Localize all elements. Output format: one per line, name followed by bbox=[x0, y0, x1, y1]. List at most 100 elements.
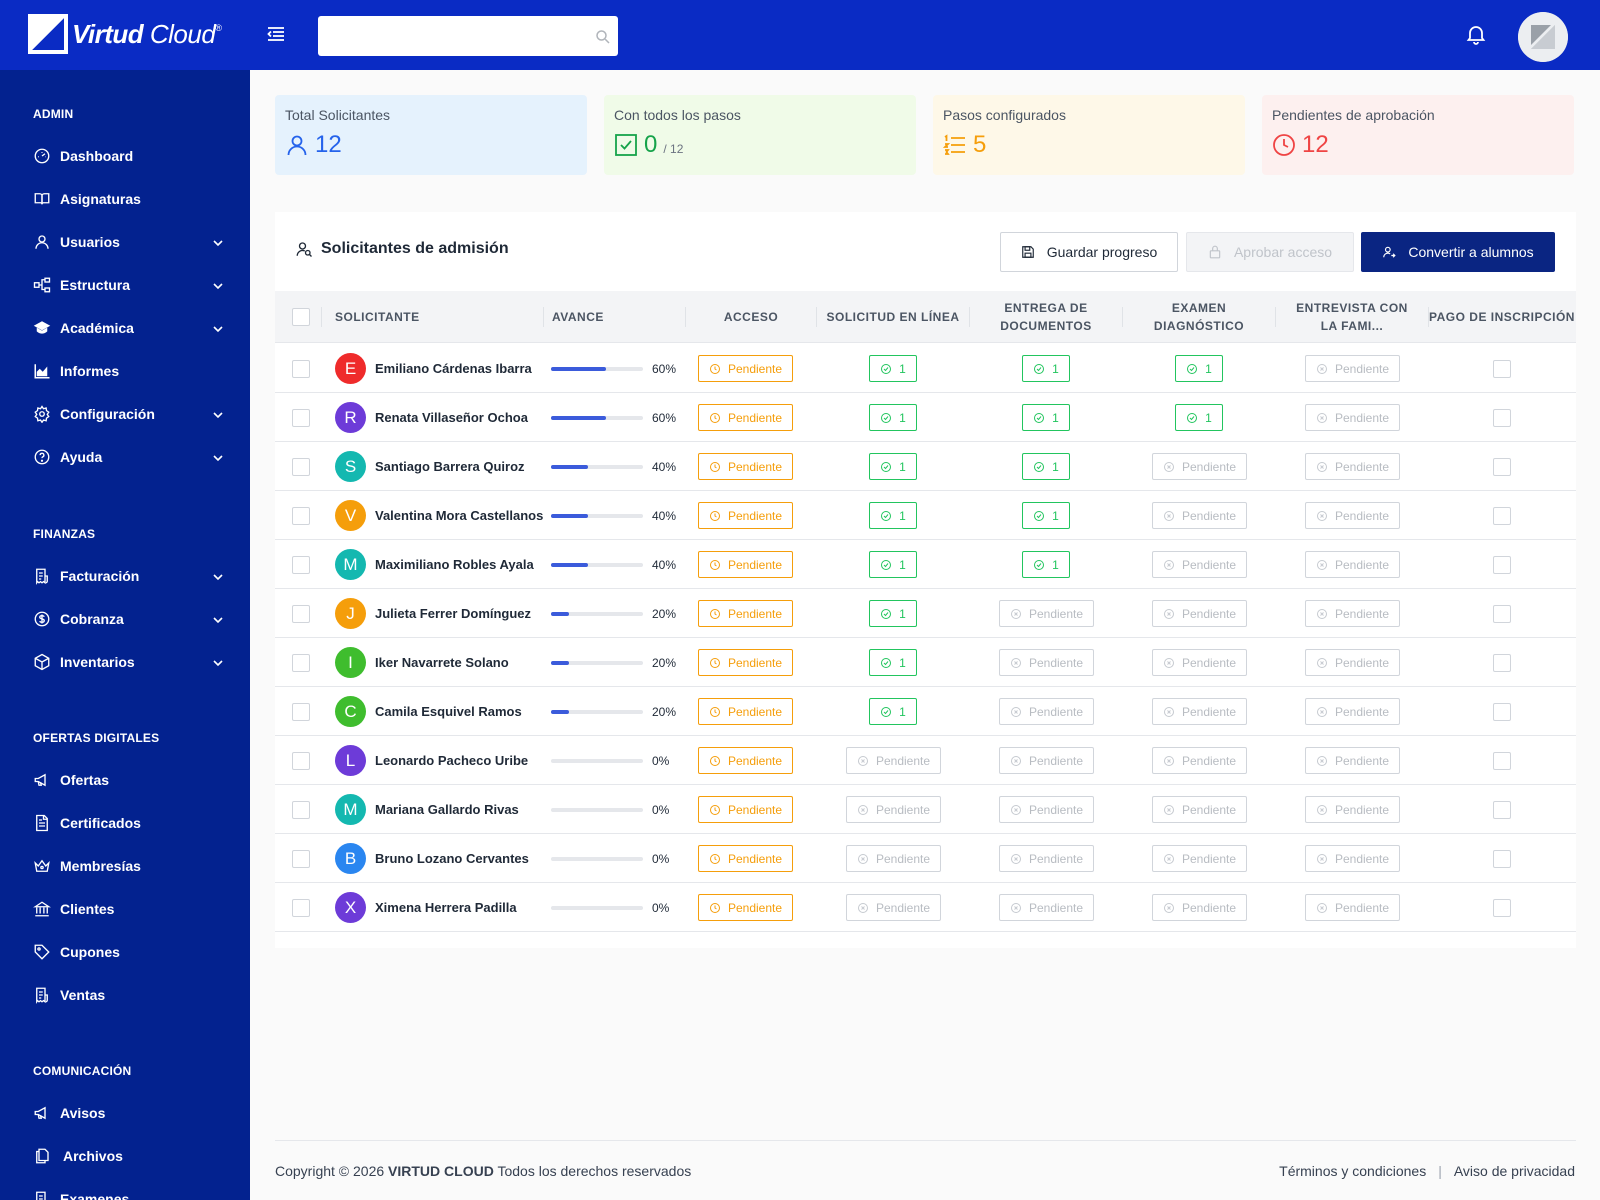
access-status-badge[interactable]: Pendiente bbox=[698, 747, 793, 774]
step-entrega-de-documentos-pending[interactable]: Pendiente bbox=[999, 796, 1094, 823]
user-avatar[interactable] bbox=[1518, 12, 1568, 62]
access-status-badge[interactable]: Pendiente bbox=[698, 796, 793, 823]
sidebar-item-ventas[interactable]: Ventas bbox=[0, 975, 250, 1015]
step-solicitud-en-linea-pending[interactable]: Pendiente bbox=[846, 845, 941, 872]
sidebar-item-facturacion[interactable]: Facturación bbox=[0, 556, 250, 596]
payment-checkbox[interactable] bbox=[1493, 703, 1511, 721]
step-entrega-de-documentos-pending[interactable]: Pendiente bbox=[999, 894, 1094, 921]
table-row[interactable]: J Julieta Ferrer Domínguez 20% Pendiente 1 Pe… bbox=[275, 589, 1576, 638]
step-examen-diagnostico-pending[interactable]: Pendiente bbox=[1152, 894, 1247, 921]
step-solicitud-en-linea-done[interactable]: 1 bbox=[869, 600, 917, 627]
sidebar-item-avisos[interactable]: Avisos bbox=[0, 1093, 250, 1133]
payment-checkbox[interactable] bbox=[1493, 752, 1511, 770]
applicant-name[interactable]: Julieta Ferrer Domínguez bbox=[375, 606, 532, 621]
access-status-badge[interactable]: Pendiente bbox=[698, 453, 793, 480]
applicant-name[interactable]: Iker Navarrete Solano bbox=[375, 655, 509, 670]
step-entrega-de-documentos-pending[interactable]: Pendiente bbox=[999, 600, 1094, 627]
table-row[interactable]: I Iker Navarrete Solano 20% Pendiente 1 Pendi… bbox=[275, 638, 1576, 687]
step-entrevista-pending[interactable]: Pendiente bbox=[1305, 698, 1400, 725]
applicant-name[interactable]: Santiago Barrera Quiroz bbox=[375, 459, 525, 474]
step-entrevista-pending[interactable]: Pendiente bbox=[1305, 404, 1400, 431]
column-header-acceso[interactable]: ACCESO bbox=[723, 310, 779, 324]
row-checkbox[interactable] bbox=[292, 899, 310, 917]
applicant-name[interactable]: Bruno Lozano Cervantes bbox=[375, 851, 529, 866]
row-checkbox[interactable] bbox=[292, 752, 310, 770]
step-entrevista-pending[interactable]: Pendiente bbox=[1305, 649, 1400, 676]
payment-checkbox[interactable] bbox=[1493, 850, 1511, 868]
row-checkbox[interactable] bbox=[292, 458, 310, 476]
step-entrevista-pending[interactable]: Pendiente bbox=[1305, 551, 1400, 578]
table-row[interactable]: R Renata Villaseñor Ochoa 60% Pendiente 1 1 1 P… bbox=[275, 393, 1576, 442]
step-examen-diagnostico-done[interactable]: 1 bbox=[1175, 404, 1223, 431]
step-entrevista-pending[interactable]: Pendiente bbox=[1305, 502, 1400, 529]
step-entrega-de-documentos-pending[interactable]: Pendiente bbox=[999, 747, 1094, 774]
access-status-badge[interactable]: Pendiente bbox=[698, 600, 793, 627]
step-entrevista-pending[interactable]: Pendiente bbox=[1305, 747, 1400, 774]
sidebar-item-configuracion[interactable]: Configuración bbox=[0, 394, 250, 434]
sidebar-item-membresias[interactable]: Membresías bbox=[0, 846, 250, 886]
sidebar-item-academica[interactable]: Académica bbox=[0, 308, 250, 348]
step-entrevista-pending[interactable]: Pendiente bbox=[1305, 355, 1400, 382]
access-status-badge[interactable]: Pendiente bbox=[698, 894, 793, 921]
search-input[interactable] bbox=[318, 16, 618, 56]
sidebar-item-clientes[interactable]: Clientes bbox=[0, 889, 250, 929]
applicant-name[interactable]: Valentina Mora Castellanos bbox=[375, 508, 544, 523]
payment-checkbox[interactable] bbox=[1493, 605, 1511, 623]
step-entrega-de-documentos-done[interactable]: 1 bbox=[1022, 502, 1070, 529]
column-header-examen-diagnostico[interactable]: EXAMEN DIAGNÓSTICO bbox=[1153, 301, 1245, 333]
payment-checkbox[interactable] bbox=[1493, 507, 1511, 525]
step-entrevista-pending[interactable]: Pendiente bbox=[1305, 600, 1400, 627]
column-header-entrega-de-documentos[interactable]: ENTREGA DE DOCUMENTOS bbox=[1000, 301, 1092, 333]
sidebar-item-usuarios[interactable]: Usuarios bbox=[0, 222, 250, 262]
sidebar-item-dashboard[interactable]: Dashboard bbox=[0, 136, 250, 176]
column-header-pago-de-inscripcion[interactable]: PAGO DE INSCRIPCIÓN bbox=[1429, 310, 1575, 324]
column-header-solicitante[interactable]: SOLICITANTE bbox=[335, 310, 420, 324]
row-checkbox[interactable] bbox=[292, 703, 310, 721]
sidebar-item-inventarios[interactable]: Inventarios bbox=[0, 642, 250, 682]
payment-checkbox[interactable] bbox=[1493, 458, 1511, 476]
row-checkbox[interactable] bbox=[292, 801, 310, 819]
step-examen-diagnostico-pending[interactable]: Pendiente bbox=[1152, 649, 1247, 676]
table-row[interactable]: M Maximiliano Robles Ayala 40% Pendiente 1 1 P… bbox=[275, 540, 1576, 589]
applicant-name[interactable]: Renata Villaseñor Ochoa bbox=[375, 410, 528, 425]
access-status-badge[interactable]: Pendiente bbox=[698, 845, 793, 872]
step-examen-diagnostico-pending[interactable]: Pendiente bbox=[1152, 551, 1247, 578]
column-header-solicitud-en-linea[interactable]: SOLICITUD EN LÍNEA bbox=[826, 310, 960, 324]
applicant-name[interactable]: Maximiliano Robles Ayala bbox=[375, 557, 534, 572]
payment-checkbox[interactable] bbox=[1493, 409, 1511, 427]
step-entrega-de-documentos-done[interactable]: 1 bbox=[1022, 355, 1070, 382]
privacy-link[interactable]: Aviso de privacidad bbox=[1453, 1163, 1575, 1179]
menu-toggle-icon[interactable] bbox=[264, 22, 288, 46]
sidebar-item-archivos[interactable]: Archivos bbox=[0, 1136, 250, 1176]
step-examen-diagnostico-pending[interactable]: Pendiente bbox=[1152, 698, 1247, 725]
step-solicitud-en-linea-pending[interactable]: Pendiente bbox=[846, 796, 941, 823]
step-entrega-de-documentos-pending[interactable]: Pendiente bbox=[999, 698, 1094, 725]
save-progress-button[interactable]: Guardar progreso bbox=[1000, 232, 1178, 272]
convert-to-students-button[interactable]: Convertir a alumnos bbox=[1361, 232, 1555, 272]
step-entrevista-pending[interactable]: Pendiente bbox=[1305, 845, 1400, 872]
step-entrega-de-documentos-done[interactable]: 1 bbox=[1022, 551, 1070, 578]
table-row[interactable]: B Bruno Lozano Cervantes 0% Pendiente Pendie… bbox=[275, 834, 1576, 883]
sidebar-item-cupones[interactable]: Cupones bbox=[0, 932, 250, 972]
access-status-badge[interactable]: Pendiente bbox=[698, 355, 793, 382]
approve-access-button[interactable]: Aprobar acceso bbox=[1186, 232, 1354, 272]
column-header-entrevista[interactable]: ENTREVISTA CON LA FAMI... bbox=[1296, 301, 1408, 333]
step-examen-diagnostico-pending[interactable]: Pendiente bbox=[1152, 747, 1247, 774]
access-status-badge[interactable]: Pendiente bbox=[698, 698, 793, 725]
payment-checkbox[interactable] bbox=[1493, 899, 1511, 917]
sidebar-item-asignaturas[interactable]: Asignaturas bbox=[0, 179, 250, 219]
table-row[interactable]: V Valentina Mora Castellanos 40% Pendiente 1… bbox=[275, 491, 1576, 540]
payment-checkbox[interactable] bbox=[1493, 801, 1511, 819]
step-examen-diagnostico-pending[interactable]: Pendiente bbox=[1152, 796, 1247, 823]
row-checkbox[interactable] bbox=[292, 409, 310, 427]
step-entrega-de-documentos-pending[interactable]: Pendiente bbox=[999, 845, 1094, 872]
table-row[interactable]: L Leonardo Pacheco Uribe 0% Pendiente Pendie… bbox=[275, 736, 1576, 785]
applicant-name[interactable]: Ximena Herrera Padilla bbox=[375, 900, 517, 915]
row-checkbox[interactable] bbox=[292, 850, 310, 868]
search-icon[interactable] bbox=[594, 28, 612, 46]
step-solicitud-en-linea-pending[interactable]: Pendiente bbox=[846, 747, 941, 774]
step-examen-diagnostico-pending[interactable]: Pendiente bbox=[1152, 600, 1247, 627]
step-examen-diagnostico-pending[interactable]: Pendiente bbox=[1152, 845, 1247, 872]
access-status-badge[interactable]: Pendiente bbox=[698, 551, 793, 578]
step-solicitud-en-linea-done[interactable]: 1 bbox=[869, 502, 917, 529]
